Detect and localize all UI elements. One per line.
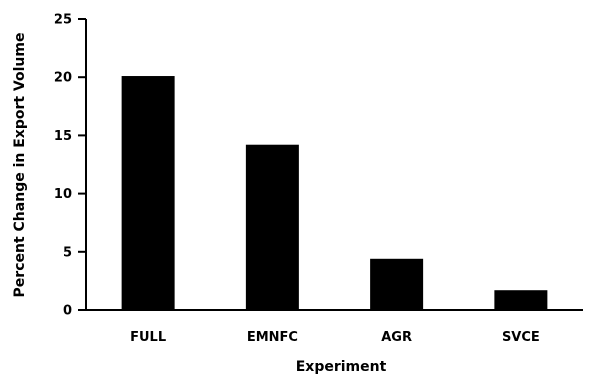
- y-axis-title: Percent Change in Export Volume: [12, 33, 28, 298]
- y-ticks: 0 5 10 15 20 25: [54, 13, 86, 319]
- x-axis-title: Experiment: [296, 359, 387, 375]
- bars: [121, 76, 548, 310]
- y-tick-label: 15: [54, 129, 72, 144]
- y-tick-label: 0: [63, 304, 72, 319]
- y-tick-label: 5: [63, 245, 72, 260]
- bar-full: [121, 76, 175, 310]
- x-tick-label-agr: AGR: [381, 330, 412, 345]
- x-tick-label-svce: SVCE: [502, 330, 540, 345]
- y-tick-label: 25: [54, 13, 72, 28]
- bar-agr: [370, 258, 424, 310]
- bar-svce: [494, 290, 548, 310]
- y-tick-label: 10: [54, 187, 72, 202]
- x-tick-labels: FULL EMNFC AGR SVCE: [130, 330, 540, 345]
- bar-emnfc: [245, 144, 299, 310]
- x-tick-label-full: FULL: [130, 330, 166, 345]
- y-tick-label: 20: [54, 71, 72, 86]
- x-tick-label-emnfc: EMNFC: [247, 330, 298, 345]
- y-axis: 0 5 10 15 20 25: [54, 13, 87, 319]
